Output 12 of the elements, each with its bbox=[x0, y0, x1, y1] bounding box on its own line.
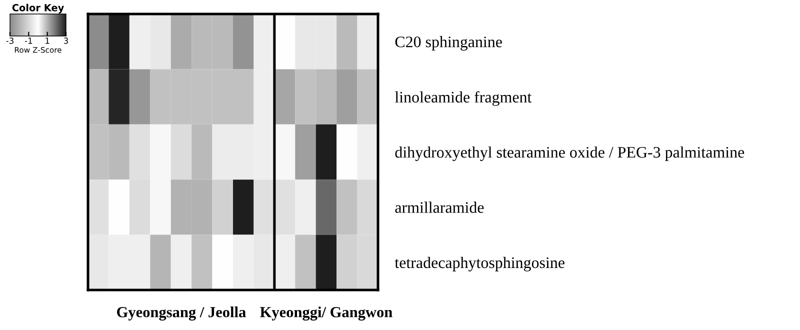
color-bar-label: -3 bbox=[6, 38, 14, 44]
legend-title: Color Key bbox=[12, 4, 64, 14]
color-bar-label: 1 bbox=[46, 38, 50, 44]
text: Gyeongsang / Jeolla bbox=[117, 306, 246, 321]
text: Kyeonggi/ Gangwon bbox=[260, 306, 392, 321]
color-bar-label: 3 bbox=[64, 38, 68, 44]
y-tick-label: armillaramide bbox=[395, 202, 484, 213]
y-tick-label: C20 sphinganine bbox=[395, 36, 502, 51]
y-tick-label: tetradecaphytosphingosine bbox=[394, 256, 564, 272]
y-tick-label: dihydroxyethyl stearamine oxide / PEG-3 palmitamine bbox=[395, 146, 744, 161]
y-tick-label: linoleamide fragment bbox=[394, 91, 532, 106]
color-bar-label: -1 bbox=[24, 38, 32, 44]
